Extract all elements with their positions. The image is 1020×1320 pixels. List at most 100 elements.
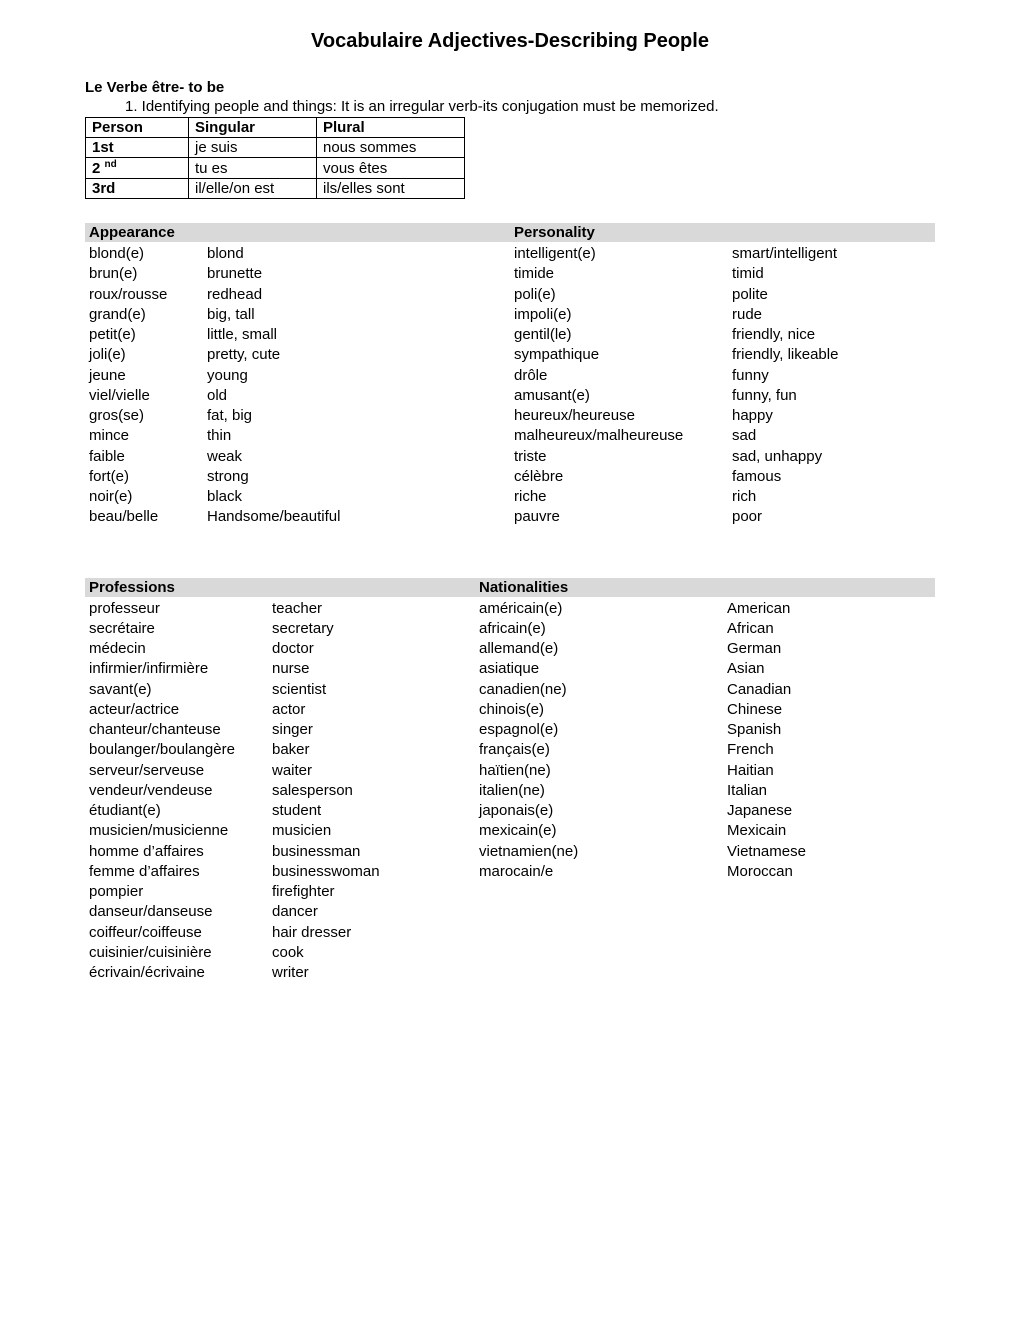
professions-header: Professions (85, 578, 475, 597)
vocab-english: friendly, nice (728, 325, 906, 345)
vocab-french: asiatique (475, 659, 723, 679)
vocab-english: funny, fun (728, 386, 906, 406)
vocab-french: noir(e) (85, 487, 203, 507)
th-person: Person (86, 118, 189, 138)
verb-heading: Le Verbe être- to be (85, 79, 935, 96)
vocab-french: timide (510, 264, 728, 284)
vocab-french: mince (85, 426, 203, 446)
vocab-row: chinois(e)Chinese (475, 700, 935, 720)
vocab-row: français(e)French (475, 740, 935, 760)
vocab-french: blond(e) (85, 244, 203, 264)
vocab-french: espagnol(e) (475, 720, 723, 740)
table-row: 2 nd tu es vous êtes (86, 158, 465, 179)
vocab-row: fort(e)strong (85, 467, 510, 487)
table-row: 3rd il/elle/on est ils/elles sont (86, 179, 465, 199)
vocab-row: vietnamien(ne)Vietnamese (475, 842, 935, 862)
vocab-english: funny (728, 366, 906, 386)
th-plural: Plural (317, 118, 465, 138)
vocab-row: musicien/musiciennemusicien (85, 821, 475, 841)
personality-list: intelligent(e)smart/intelligenttimidetim… (510, 244, 935, 528)
vocab-french: africain(e) (475, 619, 723, 639)
vocab-french: canadien(ne) (475, 680, 723, 700)
vocab-french: marocain/e (475, 862, 723, 882)
vocab-french: boulanger/boulangère (85, 740, 268, 760)
vocab-row: blond(e)blond (85, 244, 510, 264)
th-singular: Singular (189, 118, 317, 138)
vocab-french: secrétaire (85, 619, 268, 639)
vocab-french: drôle (510, 366, 728, 386)
vocab-english: secretary (268, 619, 401, 639)
vocab-english: Spanish (723, 720, 881, 740)
vocab-english: pretty, cute (203, 345, 421, 365)
cell-singular: tu es (189, 158, 317, 179)
vocab-row: italien(ne)Italian (475, 781, 935, 801)
vocab-row: noir(e)black (85, 487, 510, 507)
vocab-english: blond (203, 244, 421, 264)
vocab-row: mexicain(e)Mexicain (475, 821, 935, 841)
vocab-english: Moroccan (723, 862, 881, 882)
vocab-row: infirmier/infirmièrenurse (85, 659, 475, 679)
vocab-french: faible (85, 447, 203, 467)
vocab-english: writer (268, 963, 401, 983)
cell-plural: ils/elles sont (317, 179, 465, 199)
vocab-english: Italian (723, 781, 881, 801)
vocab-french: malheureux/malheureuse (510, 426, 728, 446)
appearance-column: Appearance blond(e)blondbrun(e)brunetter… (85, 223, 510, 528)
vocab-french: chinois(e) (475, 700, 723, 720)
vocab-english: rich (728, 487, 906, 507)
vocab-row: médecindoctor (85, 639, 475, 659)
vocab-french: écrivain/écrivaine (85, 963, 268, 983)
vocab-english: Canadian (723, 680, 881, 700)
vocab-english: brunette (203, 264, 421, 284)
vocab-french: sympathique (510, 345, 728, 365)
vocab-row: timidetimid (510, 264, 935, 284)
vocab-row: acteur/actriceactor (85, 700, 475, 720)
vocab-english: Handsome/beautiful (203, 507, 421, 527)
vocab-english: musicien (268, 821, 401, 841)
vocab-french: professeur (85, 599, 268, 619)
vocab-row: malheureux/malheureusesad (510, 426, 935, 446)
nationalities-column: Nationalities américain(e)Americanafrica… (475, 578, 935, 984)
vocab-english: dancer (268, 902, 401, 922)
vocab-french: grand(e) (85, 305, 203, 325)
vocab-row: impoli(e)rude (510, 305, 935, 325)
vocab-french: homme d’affaires (85, 842, 268, 862)
vocab-row: heureux/heureusehappy (510, 406, 935, 426)
vocab-row: sympathiquefriendly, likeable (510, 345, 935, 365)
vocab-english: strong (203, 467, 421, 487)
vocab-english: hair dresser (268, 923, 401, 943)
vocab-row: joli(e)pretty, cute (85, 345, 510, 365)
vocab-row: jeuneyoung (85, 366, 510, 386)
vocab-english: old (203, 386, 421, 406)
vocab-row: faibleweak (85, 447, 510, 467)
vocab-row: cuisinier/cuisinièrecook (85, 943, 475, 963)
vocab-row: étudiant(e)student (85, 801, 475, 821)
vocab-english: doctor (268, 639, 401, 659)
vocab-row: intelligent(e)smart/intelligent (510, 244, 935, 264)
vocab-row: vendeur/vendeusesalesperson (85, 781, 475, 801)
vocab-french: mexicain(e) (475, 821, 723, 841)
vocab-row: petit(e)little, small (85, 325, 510, 345)
vocab-french: impoli(e) (510, 305, 728, 325)
vocab-english: singer (268, 720, 401, 740)
vocab-english: nurse (268, 659, 401, 679)
vocab-french: poli(e) (510, 285, 728, 305)
vocab-french: chanteur/chanteuse (85, 720, 268, 740)
vocab-french: gentil(le) (510, 325, 728, 345)
vocab-english: happy (728, 406, 906, 426)
vocab-french: viel/vielle (85, 386, 203, 406)
vocab-french: intelligent(e) (510, 244, 728, 264)
vocab-english: Chinese (723, 700, 881, 720)
vocab-french: riche (510, 487, 728, 507)
vocab-english: businesswoman (268, 862, 401, 882)
vocab-french: allemand(e) (475, 639, 723, 659)
vocab-english: Mexicain (723, 821, 881, 841)
page-title: Vocabulaire Adjectives-Describing People (85, 30, 935, 53)
vocab-french: célèbre (510, 467, 728, 487)
vocab-english: Vietnamese (723, 842, 881, 862)
vocab-row: professeurteacher (85, 599, 475, 619)
vocab-english: little, small (203, 325, 421, 345)
vocab-row: grand(e)big, tall (85, 305, 510, 325)
vocab-row: marocain/eMoroccan (475, 862, 935, 882)
vocab-english: sad, unhappy (728, 447, 906, 467)
